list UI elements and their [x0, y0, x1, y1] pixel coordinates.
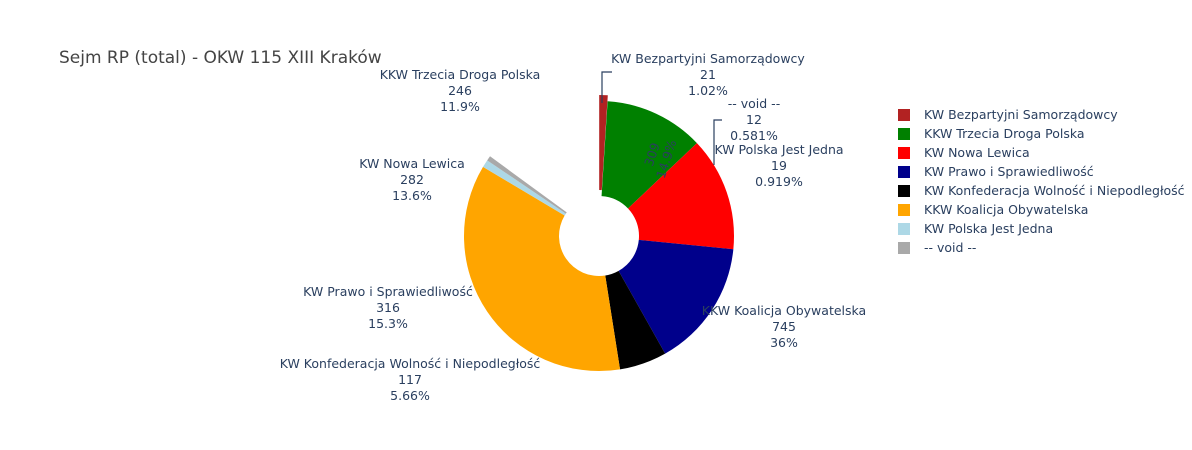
legend-swatch	[898, 242, 910, 254]
slice-name: KW Prawo i Sprawiedliwość	[303, 284, 473, 299]
chart-title: Sejm RP (total) - OKW 115 XIII Kraków	[59, 48, 382, 68]
pie-slices	[464, 95, 734, 371]
slice-label-void: -- void --120.581%	[713, 96, 780, 165]
slice-label-kw-konfederacja-wolno-i-niepodleg-o: KW Konfederacja Wolność i Niepodległość1…	[280, 356, 541, 403]
slice-percent: 0.919%	[755, 174, 803, 189]
slice-value: 21	[700, 67, 716, 82]
legend-item-kw-nowa-lewica[interactable]: KW Nowa Lewica	[898, 145, 1030, 160]
legend-swatch	[898, 185, 910, 197]
slice-kw-polska-jest-jedna	[483, 160, 566, 216]
slice-name: KW Nowa Lewica	[359, 156, 465, 171]
legend-swatch	[898, 223, 910, 235]
legend-label: KW Polska Jest Jedna	[924, 221, 1053, 236]
leader-line	[713, 119, 722, 165]
slice-name: KW Konfederacja Wolność i Niepodległość	[280, 356, 541, 371]
slice-kw-nowa-lewica	[628, 143, 734, 250]
slice-value: 282	[400, 172, 424, 187]
slice-name: KKW Trzecia Droga Polska	[380, 67, 541, 82]
legend-item-kkw-trzecia-droga-polska[interactable]: KKW Trzecia Droga Polska	[898, 126, 1085, 141]
slice-percent: 36%	[770, 335, 798, 350]
slice-percent: 5.66%	[390, 388, 430, 403]
slice-kw-prawo-i-sprawiedliwo	[618, 239, 734, 354]
slice-value: 19	[771, 158, 787, 173]
legend-label: KW Bezpartyjni Samorządowcy	[924, 107, 1118, 122]
slice-kw-bezpartyjni-samorz-dowcy	[599, 95, 608, 191]
legend-item-kw-konfederacja-wolno-i-niepodleg-o[interactable]: KW Konfederacja Wolność i Niepodległość	[898, 183, 1185, 198]
slice-percent: 11.9%	[440, 99, 480, 114]
slice-name: KW Polska Jest Jedna	[714, 142, 843, 157]
legend-label: -- void --	[924, 240, 976, 255]
legend-item-kw-polska-jest-jedna[interactable]: KW Polska Jest Jedna	[898, 221, 1053, 236]
legend-label: KKW Trzecia Droga Polska	[924, 126, 1085, 141]
legend-item-kkw-koalicja-obywatelska[interactable]: KKW Koalicja Obywatelska	[898, 202, 1088, 217]
legend-label: KW Konfederacja Wolność i Niepodległość	[924, 183, 1185, 198]
legend-swatch	[898, 204, 910, 216]
legend-item-void[interactable]: -- void --	[898, 240, 976, 255]
slice-kw-konfederacja-wolno-i-niepodleg-o	[605, 270, 666, 370]
legend-swatch	[898, 147, 910, 159]
legend-swatch	[898, 128, 910, 140]
legend-item-kw-prawo-i-sprawiedliwo[interactable]: KW Prawo i Sprawiedliwość	[898, 164, 1094, 179]
legend-item-kw-bezpartyjni-samorz-dowcy[interactable]: KW Bezpartyjni Samorządowcy	[898, 107, 1118, 122]
slice-name: KKW Koalicja Obywatelska	[702, 303, 866, 318]
legend: KW Bezpartyjni Samorządowcy KKW Trzecia D…	[898, 107, 1185, 255]
slice-value: 12	[746, 112, 762, 127]
slice-kkw-trzecia-droga-polska	[601, 101, 697, 209]
slice-value: 117	[398, 372, 422, 387]
leader-line	[601, 71, 612, 103]
legend-label: KKW Koalicja Obywatelska	[924, 202, 1088, 217]
legend-swatch	[898, 109, 910, 121]
slice-percent: 13.6%	[392, 188, 432, 203]
legend-label: KW Prawo i Sprawiedliwość	[924, 164, 1094, 179]
slice-value: 309	[641, 141, 663, 168]
slice-percent: 0.581%	[730, 128, 778, 143]
slice-name: KW Bezpartyjni Samorządowcy	[611, 51, 805, 66]
slice-percent: 15.3%	[368, 316, 408, 331]
slice-void	[487, 156, 567, 214]
legend-label: KW Nowa Lewica	[924, 145, 1030, 160]
slice-value: 316	[376, 300, 400, 315]
slice-value: 246	[448, 83, 472, 98]
slice-kkw-koalicja-obywatelska	[464, 166, 621, 371]
legend-swatch	[898, 166, 910, 178]
slice-percent: 1.02%	[688, 83, 728, 98]
slice-value: 745	[772, 319, 796, 334]
slice-name: -- void --	[728, 96, 780, 111]
